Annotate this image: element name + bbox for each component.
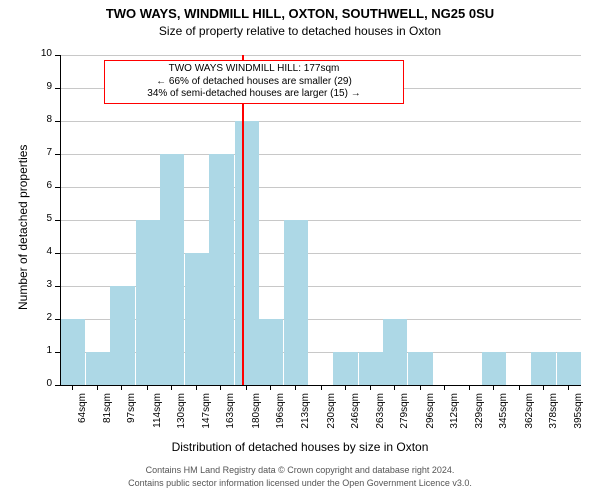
x-tick-mark [543,385,544,390]
histogram-bar [383,319,407,385]
x-tick-mark [444,385,445,390]
annotation-line: 34% of semi-detached houses are larger (… [109,88,399,101]
x-tick-label: 362sqm [524,393,535,443]
chart-container: TWO WAYS, WINDMILL HILL, OXTON, SOUTHWEL… [0,0,600,500]
x-tick-mark [246,385,247,390]
x-tick-mark [270,385,271,390]
histogram-bar [359,352,383,385]
y-tick-mark [55,319,60,320]
x-tick-mark [121,385,122,390]
x-tick-label: 296sqm [425,393,436,443]
histogram-bar [333,352,357,385]
x-tick-mark [321,385,322,390]
x-tick-label: 279sqm [399,393,410,443]
histogram-bar [86,352,110,385]
x-tick-label: 114sqm [152,393,163,443]
y-tick-label: 5 [32,213,52,224]
y-tick-mark [55,220,60,221]
chart-title: TWO WAYS, WINDMILL HILL, OXTON, SOUTHWEL… [0,6,600,21]
y-tick-label: 7 [32,147,52,158]
x-tick-label: 196sqm [275,393,286,443]
histogram-bar [557,352,581,385]
chart-subtitle: Size of property relative to detached ho… [0,24,600,38]
gridline [61,187,581,188]
x-tick-mark [394,385,395,390]
x-tick-mark [196,385,197,390]
y-tick-mark [55,55,60,56]
x-tick-label: 230sqm [326,393,337,443]
y-tick-mark [55,253,60,254]
x-tick-label: 64sqm [77,393,88,443]
y-tick-mark [55,385,60,386]
histogram-bar [531,352,555,385]
y-tick-mark [55,352,60,353]
y-tick-mark [55,154,60,155]
x-tick-label: 97sqm [126,393,137,443]
x-tick-mark [97,385,98,390]
y-tick-label: 8 [32,114,52,125]
x-tick-mark [519,385,520,390]
x-tick-mark [469,385,470,390]
histogram-bar [110,286,134,385]
annotation-line: ← 66% of detached houses are smaller (29… [109,76,399,89]
x-tick-mark [420,385,421,390]
x-tick-mark [295,385,296,390]
histogram-bar [61,319,85,385]
x-tick-mark [370,385,371,390]
histogram-bar [408,352,432,385]
x-axis-label: Distribution of detached houses by size … [0,440,600,454]
x-tick-mark [345,385,346,390]
x-tick-label: 81sqm [102,393,113,443]
y-tick-label: 0 [32,378,52,389]
gridline [61,121,581,122]
y-tick-mark [55,187,60,188]
marker-line [242,55,244,385]
x-tick-mark [72,385,73,390]
y-tick-mark [55,121,60,122]
y-tick-label: 9 [32,81,52,92]
x-tick-label: 246sqm [350,393,361,443]
plot-area: TWO WAYS WINDMILL HILL: 177sqm← 66% of d… [60,55,581,386]
y-tick-label: 10 [32,48,52,59]
x-tick-mark [147,385,148,390]
x-tick-label: 312sqm [449,393,460,443]
y-tick-mark [55,88,60,89]
y-tick-label: 2 [32,312,52,323]
x-tick-label: 213sqm [300,393,311,443]
x-tick-label: 378sqm [548,393,559,443]
x-tick-label: 163sqm [225,393,236,443]
x-tick-label: 395sqm [573,393,584,443]
x-tick-label: 147sqm [201,393,212,443]
gridline [61,154,581,155]
gridline [61,55,581,56]
x-tick-mark [493,385,494,390]
x-tick-label: 329sqm [474,393,485,443]
histogram-bar [482,352,506,385]
y-tick-mark [55,286,60,287]
annotation-line: TWO WAYS WINDMILL HILL: 177sqm [109,63,399,76]
x-tick-label: 130sqm [176,393,187,443]
histogram-bar [185,253,209,385]
y-tick-label: 1 [32,345,52,356]
y-axis-label: Number of detached properties [16,145,30,310]
histogram-bar [259,319,283,385]
histogram-bar [284,220,308,385]
histogram-bar [235,121,259,385]
histogram-bar [136,220,160,385]
x-tick-mark [171,385,172,390]
x-tick-label: 263sqm [375,393,386,443]
annotation-box: TWO WAYS WINDMILL HILL: 177sqm← 66% of d… [104,60,404,104]
y-tick-label: 6 [32,180,52,191]
histogram-bar [160,154,184,385]
attribution-line-2: Contains public sector information licen… [0,478,600,488]
x-tick-label: 180sqm [251,393,262,443]
attribution-line-1: Contains HM Land Registry data © Crown c… [0,465,600,475]
y-tick-label: 4 [32,246,52,257]
x-tick-mark [220,385,221,390]
y-tick-label: 3 [32,279,52,290]
x-tick-mark [568,385,569,390]
histogram-bar [209,154,233,385]
x-tick-label: 345sqm [498,393,509,443]
